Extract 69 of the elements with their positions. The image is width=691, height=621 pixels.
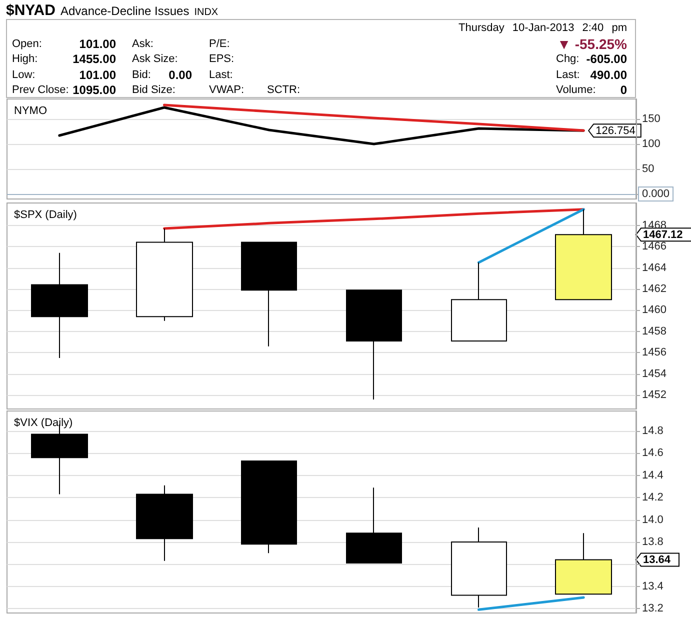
candlestick — [346, 290, 402, 400]
y-tick-label: 13.4 — [642, 580, 664, 592]
text: $SPX (Daily) — [14, 209, 77, 221]
text: Last: — [209, 68, 233, 83]
text: INDX — [194, 7, 218, 18]
text: Chg: — [556, 52, 580, 67]
text: Thursday 10-Jan-2013 2:40 pm — [458, 21, 627, 36]
candlestick — [555, 532, 612, 595]
y-tick-label: 1458 — [642, 325, 666, 338]
text: Ask: — [132, 37, 154, 52]
candlestick — [555, 208, 612, 300]
text: 0.00 — [168, 67, 192, 83]
text: Advance-Decline Issues — [60, 4, 190, 18]
y-tick-label: 13.8 — [642, 536, 664, 548]
line-series — [163, 104, 585, 132]
text: 101.00 — [79, 36, 116, 52]
candlestick — [451, 527, 507, 608]
text: 1455.00 — [72, 51, 116, 67]
y-tick-label: 13.2 — [642, 602, 664, 615]
y-tick-label: 1460 — [642, 304, 666, 316]
y-tick-label: 1454 — [642, 368, 666, 380]
text: Volume: — [556, 83, 596, 98]
text: VWAP: — [209, 83, 244, 98]
text: Ask Size: — [132, 52, 178, 67]
y-tick-label: 150 — [642, 113, 660, 125]
y-tick-label: 14.2 — [642, 492, 664, 504]
candlestick — [241, 242, 297, 347]
text: Bid: — [132, 68, 151, 83]
text: -605.00 — [586, 51, 627, 67]
text: Prev Close: — [12, 83, 69, 98]
y-tick-label: 1464 — [642, 262, 666, 274]
y-tick-label: 1452 — [642, 389, 666, 402]
text: 1095.00 — [72, 82, 116, 98]
text: Bid Size: — [132, 83, 176, 98]
text: Last: — [556, 68, 580, 83]
data-label: 126.754 — [596, 125, 636, 138]
y-tick-label: 1456 — [642, 346, 666, 359]
candlestick — [31, 252, 88, 359]
text: EPS: — [209, 52, 234, 67]
candlestick — [136, 484, 193, 562]
y-tick-label: 100 — [642, 138, 660, 150]
y-tick-label: 14.4 — [642, 469, 664, 482]
candlestick — [451, 262, 507, 342]
text: ▼ -55.25% — [557, 36, 627, 52]
y-tick-label: 1466 — [642, 240, 666, 253]
line-series — [163, 208, 585, 230]
text: 1467.12 — [643, 229, 683, 242]
text: Low: — [12, 68, 36, 83]
text: Open: — [12, 37, 42, 52]
text: $VIX (Daily) — [14, 417, 73, 429]
text: NYMO — [14, 105, 48, 117]
y-tick-label: 14.6 — [642, 447, 664, 460]
y-tick-label: 14.8 — [642, 424, 664, 437]
line-series — [58, 106, 585, 146]
text: SCTR: — [267, 83, 300, 98]
ref-line-label: 0.000 — [642, 188, 670, 200]
candlestick — [241, 460, 297, 554]
y-tick-label: 1462 — [642, 283, 666, 296]
text: 13.64 — [643, 554, 671, 566]
text: 0 — [620, 82, 627, 98]
candlestick — [136, 228, 193, 322]
y-tick-label: 14.0 — [642, 514, 664, 526]
text: P/E: — [209, 37, 230, 52]
text: $NYAD — [6, 2, 56, 19]
text: 101.00 — [79, 67, 116, 83]
text: High: — [12, 52, 38, 67]
candlestick — [346, 487, 402, 564]
y-tick-label: 50 — [642, 163, 654, 175]
text: 490.00 — [590, 67, 627, 83]
